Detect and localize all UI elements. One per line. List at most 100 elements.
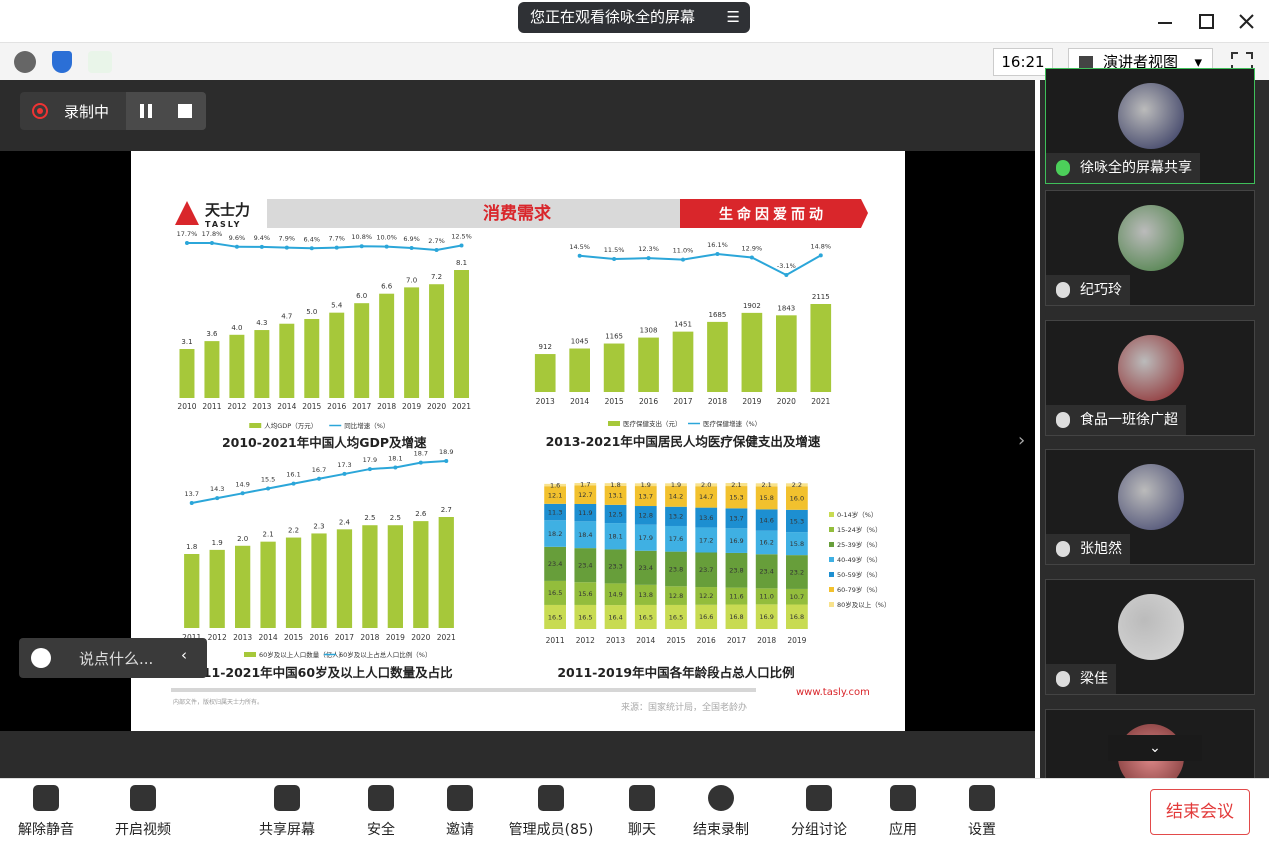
- chat-input[interactable]: 说点什么... ‹: [19, 638, 207, 678]
- legend-label: 60岁及以上占总人口比例（%）: [339, 650, 431, 659]
- toolbar-icon: [368, 785, 394, 811]
- side-toggle[interactable]: ›: [1018, 430, 1026, 451]
- bar-segment: [604, 485, 627, 505]
- bar-segment: [665, 486, 687, 507]
- website: www.tasly.com: [796, 687, 870, 698]
- line-point: [646, 256, 651, 261]
- toolbar-label: 结束录制: [693, 822, 749, 838]
- segment-label: 1.8: [610, 481, 620, 489]
- security-icon[interactable]: [52, 51, 72, 73]
- participant-name: 徐咏全的屏幕共享: [1046, 153, 1200, 183]
- legend-marker: [829, 542, 834, 547]
- bar-segment: [544, 580, 566, 605]
- x-tick-label: 2014: [570, 397, 589, 406]
- heading-band: [267, 199, 680, 228]
- segment-label: 1.7: [580, 481, 590, 489]
- toolbar-button[interactable]: 安全: [333, 779, 429, 847]
- segment-label: 16.5: [669, 613, 683, 621]
- line-label: 14.5%: [569, 243, 590, 251]
- segment-label: 23.7: [699, 566, 713, 574]
- x-tick-label: 2018: [708, 397, 727, 406]
- x-tick-label: 2017: [352, 402, 371, 411]
- segment-label: 16.4: [608, 613, 622, 621]
- segment-label: 12.1: [548, 491, 562, 499]
- line-label: 2.7%: [428, 237, 445, 245]
- toolbar-button[interactable]: 解除静音: [0, 779, 94, 847]
- window-controls[interactable]: [1150, 10, 1260, 32]
- signal-icon[interactable]: [88, 51, 112, 73]
- fullscreen-icon[interactable]: [1230, 51, 1254, 73]
- toolbar-button[interactable]: 开启视频: [95, 779, 191, 847]
- toolbar-button[interactable]: 邀请: [412, 779, 508, 847]
- segment-label: 17.6: [669, 535, 683, 543]
- bar: [260, 541, 276, 628]
- x-tick-label: 2015: [284, 633, 303, 642]
- bar-label: 5.0: [306, 308, 317, 316]
- segment-label: 13.2: [669, 513, 683, 521]
- bar-segment: [755, 509, 778, 531]
- participant-tile[interactable]: 纪巧玲: [1045, 190, 1255, 306]
- bar-segment: [755, 604, 778, 629]
- segment-label: 17.9: [639, 534, 653, 542]
- segment-label: 23.4: [639, 564, 653, 572]
- share-banner[interactable]: 您正在观看徐咏全的屏幕 ☰: [518, 2, 750, 33]
- scroll-down[interactable]: ⌄: [1108, 735, 1202, 761]
- avatar: [1118, 335, 1184, 401]
- participant-tile[interactable]: 梁佳: [1045, 579, 1255, 695]
- segment-label: 23.4: [578, 561, 592, 569]
- line-point: [612, 257, 617, 262]
- view-label: 演讲者视图: [1103, 53, 1179, 71]
- segment-label: 1.6: [550, 481, 560, 489]
- bar: [179, 349, 195, 398]
- x-tick-label: 2016: [697, 636, 716, 645]
- x-tick-label: 2019: [386, 633, 405, 642]
- toolbar-button[interactable]: 结束录制: [673, 779, 769, 847]
- toolbar-button[interactable]: 管理成员(85): [503, 779, 599, 847]
- toolbar-icon: [708, 785, 734, 811]
- bar: [311, 533, 327, 628]
- info-icon[interactable]: [14, 51, 36, 73]
- line-point: [418, 460, 423, 465]
- segment-label: 16.0: [790, 494, 804, 502]
- bar-segment: [604, 605, 627, 629]
- line-label: 17.7%: [177, 230, 198, 238]
- segment-label: 16.9: [759, 613, 773, 621]
- segment-label: 23.4: [548, 560, 562, 568]
- bar: [454, 270, 470, 398]
- banner-menu[interactable]: ☰: [726, 8, 740, 26]
- toolbar-button[interactable]: 分组讨论: [771, 779, 867, 847]
- segment-label: 13.7: [729, 515, 743, 523]
- participant-tile[interactable]: 徐咏全的屏幕共享: [1045, 68, 1255, 184]
- recording-controls[interactable]: [126, 92, 206, 130]
- bar-label: 2115: [812, 293, 830, 301]
- mic-icon: [1056, 282, 1070, 298]
- toolbar-button[interactable]: 设置: [934, 779, 1030, 847]
- line-point: [234, 244, 239, 249]
- bar: [285, 537, 302, 628]
- line-point: [259, 244, 264, 249]
- line-point: [818, 253, 823, 258]
- participant-tile[interactable]: 张旭然: [1045, 449, 1255, 565]
- line-point: [317, 476, 321, 481]
- toolbar-button[interactable]: 应用: [855, 779, 951, 847]
- bar-segment: [695, 507, 718, 528]
- toolbar-button[interactable]: 共享屏幕: [239, 779, 335, 847]
- segment-label: 16.9: [729, 537, 743, 545]
- segment-label: 16.2: [759, 539, 773, 547]
- bar-label: 1451: [674, 321, 692, 329]
- bar: [279, 323, 295, 398]
- toolbar-button[interactable]: 聊天: [594, 779, 690, 847]
- bar: [209, 549, 225, 628]
- participant-tile[interactable]: 食品一班徐广超: [1045, 320, 1255, 436]
- bar: [776, 315, 797, 392]
- segment-label: 1.9: [671, 481, 681, 489]
- legend-marker: [829, 512, 834, 517]
- line-point: [209, 241, 214, 245]
- end-meeting[interactable]: 结束会议: [1150, 789, 1250, 835]
- line-label: 12.9%: [742, 245, 763, 253]
- legend-label: 同比增速（%）: [344, 421, 389, 430]
- segment-label: 13.6: [699, 514, 713, 522]
- line-label: 6.4%: [304, 235, 321, 243]
- toolbar-icon: [33, 785, 59, 811]
